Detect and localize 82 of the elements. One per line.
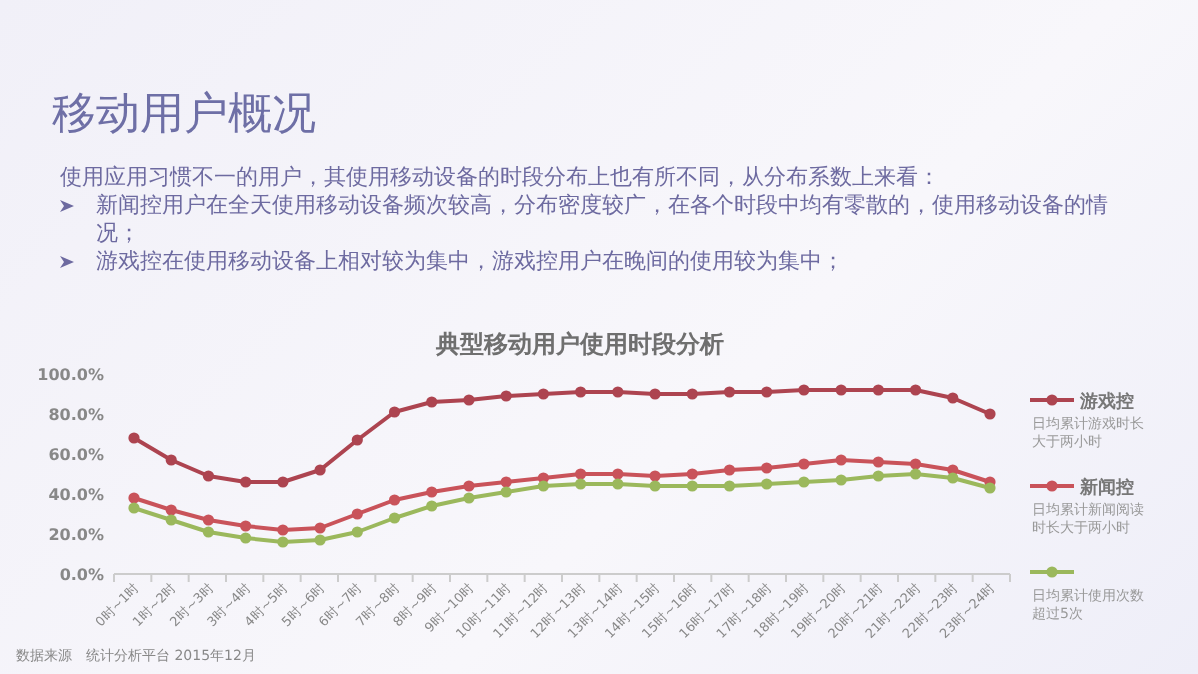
point <box>872 456 884 468</box>
point <box>761 478 773 490</box>
point <box>909 458 922 470</box>
point <box>612 468 624 480</box>
y-tick-label: 40.0% <box>48 486 104 504</box>
point <box>388 494 401 506</box>
point <box>165 504 177 516</box>
point <box>947 472 959 484</box>
point <box>649 470 661 482</box>
point <box>500 476 512 488</box>
point <box>723 480 736 492</box>
point <box>984 408 996 420</box>
point <box>277 524 289 536</box>
point <box>351 508 363 520</box>
point <box>314 464 326 476</box>
legend-label: 新闻控 <box>1078 477 1134 499</box>
point <box>612 386 624 398</box>
point <box>165 454 177 466</box>
point <box>575 478 587 490</box>
legend-label: 游戏控 <box>1078 391 1134 413</box>
point <box>426 486 438 498</box>
y-tick-label: 60.0% <box>48 446 104 464</box>
point <box>128 492 140 504</box>
point <box>761 386 773 398</box>
point <box>388 406 401 418</box>
point <box>649 480 661 492</box>
text: 游戏控在使用移动设备上相对较为集中，游戏控用户在晚间的使用较为集中； <box>96 248 844 276</box>
point <box>835 474 847 486</box>
point <box>128 502 140 514</box>
point <box>872 470 884 482</box>
point <box>463 492 475 504</box>
point <box>202 470 215 482</box>
chart-title: 典型移动用户使用时段分析 <box>434 330 724 358</box>
point <box>202 514 215 526</box>
y-tick-label: 20.0% <box>48 526 104 544</box>
point <box>686 388 698 400</box>
point <box>798 458 810 470</box>
point <box>277 536 289 548</box>
point <box>612 478 624 490</box>
point <box>575 468 587 480</box>
text: 移动用户概况 <box>52 88 316 144</box>
point <box>537 480 549 492</box>
point <box>835 454 847 466</box>
point <box>761 462 773 474</box>
point <box>947 392 959 404</box>
y-tick-label: 100.0% <box>37 366 104 384</box>
point <box>351 526 363 538</box>
y-tick-label: 0.0% <box>59 566 104 584</box>
point <box>314 534 326 546</box>
point <box>165 514 177 526</box>
text: 使用应用习惯不一的用户，其使用移动设备的时段分布上也有所不同，从分布系数上来看： <box>60 164 942 192</box>
point <box>314 522 326 534</box>
point <box>388 512 401 524</box>
point <box>277 476 289 488</box>
point <box>351 434 363 446</box>
point <box>426 396 438 408</box>
y-tick-label: 80.0% <box>48 406 104 424</box>
point <box>984 482 996 494</box>
point <box>463 394 475 406</box>
point <box>686 468 698 480</box>
point <box>537 388 549 400</box>
point <box>240 520 252 532</box>
point <box>240 476 252 488</box>
point <box>909 384 922 396</box>
point <box>723 386 736 398</box>
point <box>723 464 736 476</box>
point <box>575 386 587 398</box>
point <box>500 486 512 498</box>
point <box>463 480 475 492</box>
point <box>835 384 847 396</box>
point <box>909 468 922 480</box>
point <box>872 384 884 396</box>
point <box>500 390 512 402</box>
text: 新闻控用户在全天使用移动设备频次较高，分布密度较广，在各个时段中均有零散的，使用移动设备的情况； <box>96 192 1110 248</box>
point <box>686 480 698 492</box>
point <box>426 500 438 512</box>
point <box>202 526 215 538</box>
point <box>240 532 252 544</box>
point <box>128 432 140 444</box>
point <box>798 384 810 396</box>
point <box>649 388 661 400</box>
point <box>798 476 810 488</box>
